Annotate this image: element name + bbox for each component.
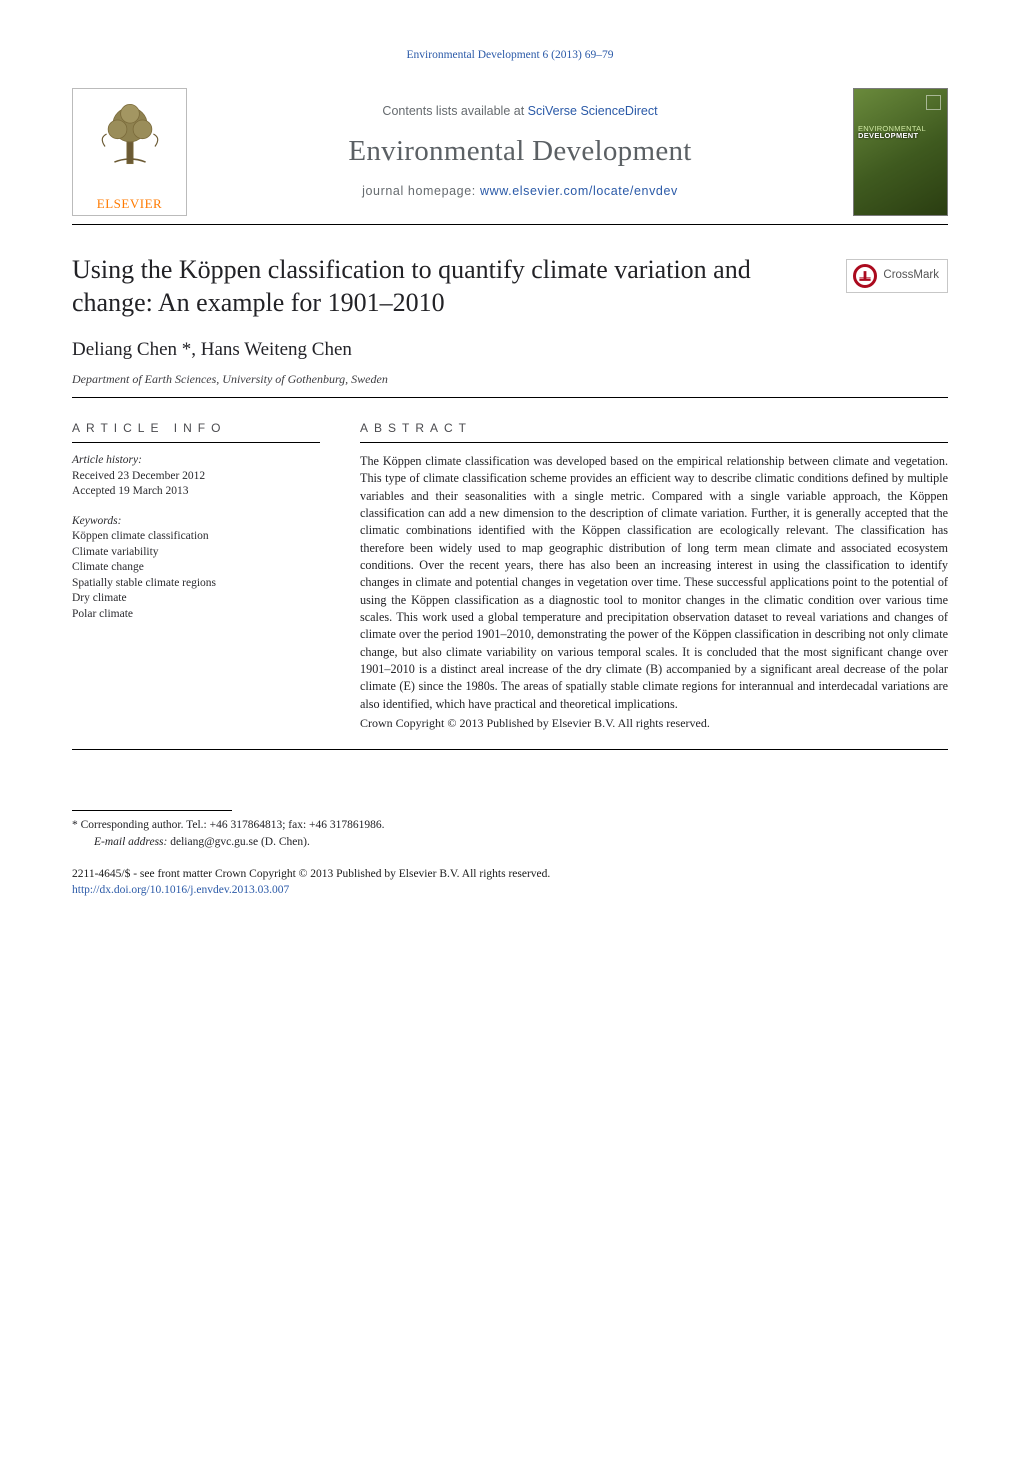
journal-homepage-line: journal homepage: www.elsevier.com/locat…	[362, 183, 678, 200]
abstract-heading-rule	[360, 442, 948, 443]
info-heading-rule	[72, 442, 320, 443]
homepage-prefix: journal homepage:	[362, 184, 480, 198]
crossmark-icon	[853, 264, 877, 288]
affiliation: Department of Earth Sciences, University…	[72, 371, 948, 387]
keyword: Spatially stable climate regions	[72, 576, 320, 592]
abstract-text: The Köppen climate classification was de…	[360, 453, 948, 713]
post-abstract-rule	[72, 749, 948, 750]
publisher-logo-box: ELSEVIER	[72, 88, 187, 216]
keyword: Climate change	[72, 560, 320, 576]
article-title: Using the Köppen classification to quant…	[72, 253, 826, 320]
footer-block: 2211-4645/$ - see front matter Crown Cop…	[72, 866, 948, 898]
cover-corner-glyph-icon	[926, 95, 941, 110]
footnotes: * Corresponding author. Tel.: +46 317864…	[72, 817, 948, 850]
corresponding-author-footnote: * Corresponding author. Tel.: +46 317864…	[72, 817, 948, 833]
article-info-column: ARTICLE INFO Article history: Received 2…	[72, 420, 320, 731]
email-footnote: E-mail address: deliang@gvc.gu.se (D. Ch…	[72, 834, 948, 850]
title-row: Using the Köppen classification to quant…	[72, 253, 948, 320]
article-info-block: Article history: Received 23 December 20…	[72, 453, 320, 622]
keyword: Dry climate	[72, 591, 320, 607]
crossmark-badge[interactable]: CrossMark	[846, 259, 948, 293]
publisher-name: ELSEVIER	[97, 195, 162, 213]
accepted-line: Accepted 19 March 2013	[72, 484, 320, 500]
crossmark-label: CrossMark	[883, 268, 939, 284]
doi-link[interactable]: http://dx.doi.org/10.1016/j.envdev.2013.…	[72, 882, 948, 898]
abstract-column: ABSTRACT The Köppen climate classificati…	[360, 420, 948, 731]
keyword: Köppen climate classification	[72, 529, 320, 545]
abstract-heading: ABSTRACT	[360, 420, 948, 436]
keywords-label: Keywords:	[72, 514, 320, 530]
authors-text: Deliang Chen *, Hans Weiteng Chen	[72, 339, 352, 360]
masthead: ELSEVIER Contents lists available at Sci…	[72, 88, 948, 225]
contents-available-line: Contents lists available at SciVerse Sci…	[382, 103, 657, 120]
authors-line: Deliang Chen *, Hans Weiteng Chen	[72, 337, 948, 363]
email-label: E-mail address:	[94, 836, 167, 848]
keyword: Climate variability	[72, 545, 320, 561]
running-head: Environmental Development 6 (2013) 69–79	[72, 48, 948, 64]
sciencedirect-link[interactable]: SciVerse ScienceDirect	[528, 104, 658, 118]
journal-name: Environmental Development	[348, 132, 691, 171]
info-abstract-row: ARTICLE INFO Article history: Received 2…	[72, 420, 948, 731]
history-label: Article history:	[72, 453, 320, 469]
abstract-copyright: Crown Copyright © 2013 Published by Else…	[360, 715, 948, 731]
journal-homepage-link[interactable]: www.elsevier.com/locate/envdev	[480, 184, 678, 198]
contents-available-prefix: Contents lists available at	[382, 104, 527, 118]
footnote-separator	[72, 810, 232, 811]
keyword: Polar climate	[72, 607, 320, 623]
email-value[interactable]: deliang@gvc.gu.se (D. Chen).	[170, 836, 310, 848]
cover-brand-text: ENVIRONMENTAL DEVELOPMENT	[858, 125, 943, 141]
running-head-text[interactable]: Environmental Development 6 (2013) 69–79	[407, 49, 614, 61]
masthead-center: Contents lists available at SciVerse Sci…	[203, 88, 837, 216]
cover-brand-bottom: DEVELOPMENT	[858, 132, 943, 140]
journal-cover-thumbnail: ENVIRONMENTAL DEVELOPMENT	[853, 88, 948, 216]
keywords-list: Köppen climate classification Climate va…	[72, 529, 320, 622]
front-matter-line: 2211-4645/$ - see front matter Crown Cop…	[72, 866, 948, 882]
divider-rule	[72, 397, 948, 398]
article-info-heading: ARTICLE INFO	[72, 420, 320, 436]
elsevier-tree-icon	[91, 95, 169, 173]
received-line: Received 23 December 2012	[72, 469, 320, 485]
